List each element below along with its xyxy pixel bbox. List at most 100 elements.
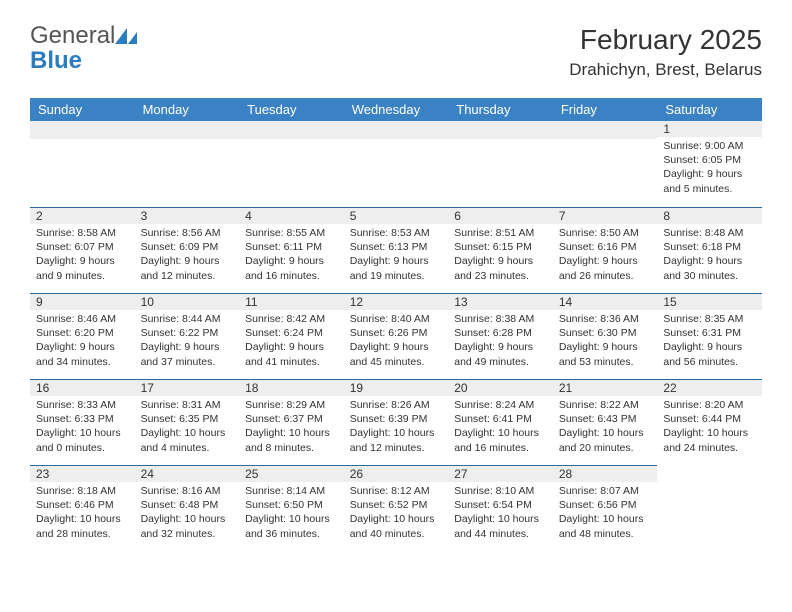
sunset-text: Sunset: 6:39 PM [350,412,443,426]
daylight-text: Daylight: 9 hours and 45 minutes. [350,340,443,368]
sunset-text: Sunset: 6:18 PM [663,240,756,254]
day-cell [448,121,553,207]
day-info: Sunrise: 8:56 AMSunset: 6:09 PMDaylight:… [135,226,240,283]
day-cell [344,121,449,207]
day-info: Sunrise: 8:24 AMSunset: 6:41 PMDaylight:… [448,398,553,455]
weekday-header-row: Sunday Monday Tuesday Wednesday Thursday… [30,98,762,121]
day-cell: 17Sunrise: 8:31 AMSunset: 6:35 PMDayligh… [135,379,240,465]
day-cell: 8 Sunrise: 8:48 AMSunset: 6:18 PMDaylight… [657,207,762,293]
daylight-text: Daylight: 9 hours and 49 minutes. [454,340,547,368]
sunset-text: Sunset: 6:46 PM [36,498,129,512]
day-number: 6 [448,207,553,224]
empty-day-bar [344,121,449,139]
day-info: Sunrise: 8:22 AMSunset: 6:43 PMDaylight:… [553,398,658,455]
sunset-text: Sunset: 6:50 PM [245,498,338,512]
day-number: 16 [30,379,135,396]
sunrise-text: Sunrise: 8:14 AM [245,484,338,498]
day-number: 11 [239,293,344,310]
daylight-text: Daylight: 9 hours and 41 minutes. [245,340,338,368]
day-cell [135,121,240,207]
day-info: Sunrise: 8:14 AMSunset: 6:50 PMDaylight:… [239,484,344,541]
day-info: Sunrise: 8:12 AMSunset: 6:52 PMDaylight:… [344,484,449,541]
day-number: 1 [657,121,762,137]
daylight-text: Daylight: 9 hours and 26 minutes. [559,254,652,282]
day-number: 10 [135,293,240,310]
day-number: 27 [448,465,553,482]
logo-sail-icon [115,28,137,49]
weekday-header: Saturday [657,98,762,121]
empty-day-bar [30,121,135,139]
day-cell: 11 Sunrise: 8:42 AMSunset: 6:24 PMDayligh… [239,293,344,379]
week-row: 2Sunrise: 8:58 AMSunset: 6:07 PMDaylight… [30,207,762,293]
sunrise-text: Sunrise: 8:29 AM [245,398,338,412]
sunrise-text: Sunrise: 8:42 AM [245,312,338,326]
sunset-text: Sunset: 6:41 PM [454,412,547,426]
day-cell: 6Sunrise: 8:51 AMSunset: 6:15 PMDaylight… [448,207,553,293]
sunset-text: Sunset: 6:16 PM [559,240,652,254]
day-info: Sunrise: 8:50 AMSunset: 6:16 PMDaylight:… [553,226,658,283]
daylight-text: Daylight: 10 hours and 4 minutes. [141,426,234,454]
day-number: 17 [135,379,240,396]
day-info: Sunrise: 8:20 AMSunset: 6:44 PMDaylight:… [657,398,762,455]
daylight-text: Daylight: 9 hours and 23 minutes. [454,254,547,282]
sunrise-text: Sunrise: 8:22 AM [559,398,652,412]
weekday-header: Monday [135,98,240,121]
sunset-text: Sunset: 6:54 PM [454,498,547,512]
week-row: 16Sunrise: 8:33 AMSunset: 6:33 PMDayligh… [30,379,762,465]
sunset-text: Sunset: 6:05 PM [663,153,756,167]
sunset-text: Sunset: 6:28 PM [454,326,547,340]
sunset-text: Sunset: 6:48 PM [141,498,234,512]
sunrise-text: Sunrise: 8:12 AM [350,484,443,498]
sunset-text: Sunset: 6:43 PM [559,412,652,426]
sunset-text: Sunset: 6:56 PM [559,498,652,512]
sunrise-text: Sunrise: 8:10 AM [454,484,547,498]
sunset-text: Sunset: 6:24 PM [245,326,338,340]
day-number: 8 [657,207,762,224]
day-cell: 20Sunrise: 8:24 AMSunset: 6:41 PMDayligh… [448,379,553,465]
day-cell: 14Sunrise: 8:36 AMSunset: 6:30 PMDayligh… [553,293,658,379]
sunrise-text: Sunrise: 8:46 AM [36,312,129,326]
sunset-text: Sunset: 6:44 PM [663,412,756,426]
sunset-text: Sunset: 6:30 PM [559,326,652,340]
weekday-header: Wednesday [344,98,449,121]
day-info: Sunrise: 8:07 AMSunset: 6:56 PMDaylight:… [553,484,658,541]
daylight-text: Daylight: 9 hours and 19 minutes. [350,254,443,282]
logo: General Blue [30,24,137,73]
day-cell: 19Sunrise: 8:26 AMSunset: 6:39 PMDayligh… [344,379,449,465]
day-number: 19 [344,379,449,396]
day-number: 21 [553,379,658,396]
daylight-text: Daylight: 9 hours and 30 minutes. [663,254,756,282]
sunset-text: Sunset: 6:26 PM [350,326,443,340]
day-number: 2 [30,207,135,224]
calendar-page: General Blue February 2025 Drahichyn, Br… [0,0,792,575]
weekday-header: Tuesday [239,98,344,121]
sunrise-text: Sunrise: 8:20 AM [663,398,756,412]
weekday-header: Thursday [448,98,553,121]
sunset-text: Sunset: 6:11 PM [245,240,338,254]
daylight-text: Daylight: 9 hours and 34 minutes. [36,340,129,368]
day-cell: 26Sunrise: 8:12 AMSunset: 6:52 PMDayligh… [344,465,449,551]
day-info: Sunrise: 8:46 AMSunset: 6:20 PMDaylight:… [30,312,135,369]
day-number: 18 [239,379,344,396]
day-info: Sunrise: 8:10 AMSunset: 6:54 PMDaylight:… [448,484,553,541]
sunset-text: Sunset: 6:07 PM [36,240,129,254]
empty-day-bar [135,121,240,139]
day-info: Sunrise: 8:18 AMSunset: 6:46 PMDaylight:… [30,484,135,541]
day-cell: 21 Sunrise: 8:22 AMSunset: 6:43 PMDayligh… [553,379,658,465]
sunrise-text: Sunrise: 8:56 AM [141,226,234,240]
sunset-text: Sunset: 6:20 PM [36,326,129,340]
day-cell: 1Sunrise: 9:00 AMSunset: 6:05 PMDaylight… [657,121,762,207]
sunrise-text: Sunrise: 8:48 AM [663,226,756,240]
weekday-header: Friday [553,98,658,121]
day-number: 4 [239,207,344,224]
day-number: 7 [553,207,658,224]
day-info: Sunrise: 8:29 AMSunset: 6:37 PMDaylight:… [239,398,344,455]
day-info: Sunrise: 8:36 AMSunset: 6:30 PMDaylight:… [553,312,658,369]
day-number: 13 [448,293,553,310]
day-info: Sunrise: 8:53 AMSunset: 6:13 PMDaylight:… [344,226,449,283]
day-cell: 25Sunrise: 8:14 AMSunset: 6:50 PMDayligh… [239,465,344,551]
day-info: Sunrise: 8:55 AMSunset: 6:11 PMDaylight:… [239,226,344,283]
sunrise-text: Sunrise: 8:38 AM [454,312,547,326]
day-cell: 9Sunrise: 8:46 AMSunset: 6:20 PMDaylight… [30,293,135,379]
day-cell [30,121,135,207]
